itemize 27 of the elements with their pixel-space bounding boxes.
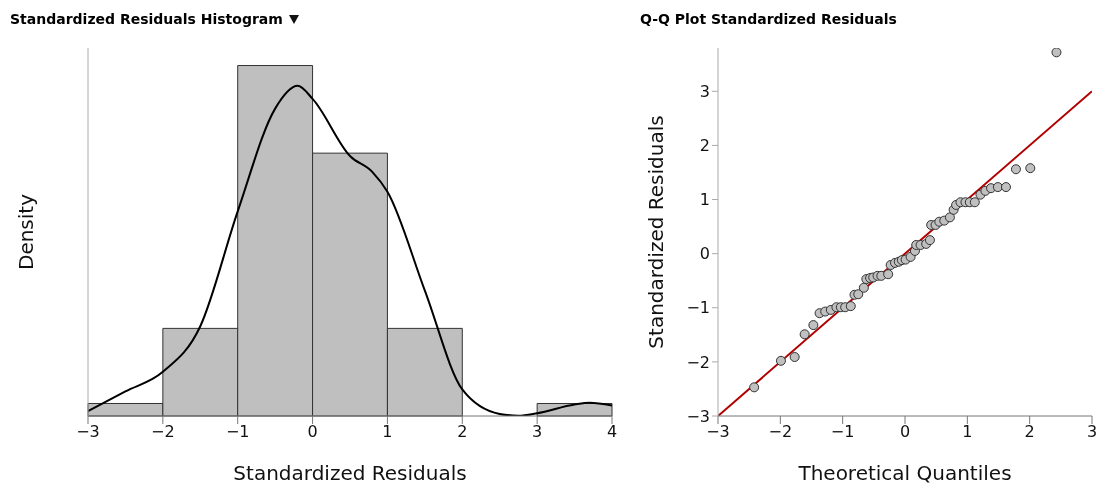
x-tick-label: −1 — [830, 422, 855, 442]
y-tick-label: 3 — [699, 81, 710, 101]
x-tick-label: 1 — [962, 422, 973, 442]
x-axis-title: Theoretical Quantiles — [797, 461, 1012, 485]
x-tick-label: 3 — [1086, 422, 1098, 442]
y-axis-title: Standardized Residuals — [644, 115, 669, 349]
x-tick-label: 4 — [606, 422, 618, 442]
chart-title: Standardized Residuals Histogram — [10, 11, 283, 27]
x-tick-label: −2 — [151, 422, 175, 442]
x-tick-label: −3 — [76, 422, 100, 442]
x-tick-label: 0 — [307, 422, 318, 442]
y-tick-label: −3 — [686, 406, 710, 426]
y-tick-label: −2 — [686, 352, 710, 372]
x-axis-title: Standardized Residuals — [233, 461, 467, 485]
y-axis-title: Density — [14, 193, 39, 271]
x-tick-label: 0 — [899, 422, 911, 442]
x-tick-label: 2 — [1024, 422, 1035, 442]
y-tick-label: 0 — [699, 244, 710, 264]
x-tick-label: 3 — [532, 422, 543, 442]
y-tick-label: 1 — [699, 190, 710, 210]
x-tick-label: 1 — [382, 422, 393, 442]
y-tick-label: −1 — [686, 298, 710, 318]
x-tick-label: −1 — [225, 422, 250, 442]
x-tick-label: −2 — [768, 422, 793, 442]
x-tick-label: 2 — [457, 422, 468, 442]
chart-title: Q-Q Plot Standardized Residuals — [640, 11, 897, 27]
y-tick-label: 2 — [699, 136, 710, 156]
